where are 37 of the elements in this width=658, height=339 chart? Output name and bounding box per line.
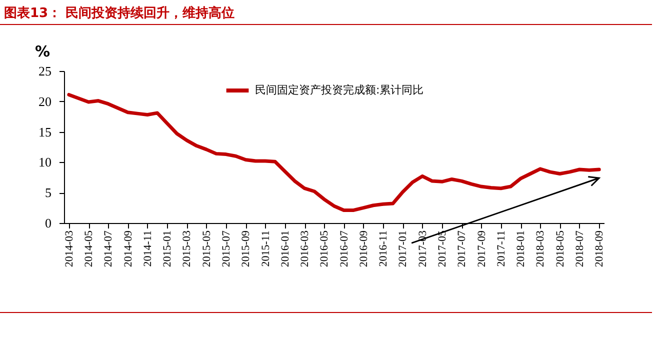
x-tick-label: 2015-09 [240,230,252,268]
x-tick-label: 2017-05 [436,230,448,268]
x-tick-label: 2014-11 [142,230,154,267]
x-tick-label: 2018-03 [534,230,547,268]
x-tick-label: 2015-11 [260,230,272,267]
x-tick-label: 2017-01 [397,230,410,268]
x-tick-label: 2014-03 [63,230,76,268]
legend-label: 民间固定资产投资完成额:累计同比 [255,84,424,96]
y-tick-label: 25 [38,64,52,78]
x-tick-label: 2015-03 [181,230,194,268]
x-tick-label: 2014-09 [122,230,134,268]
y-tick-label: 15 [38,124,52,140]
y-tick-label: 20 [38,94,52,109]
x-tick-label: 2015-05 [200,230,213,268]
x-tick-label: 2017-11 [495,230,508,267]
chart-title: 图表13： 民间投资持续回升，维持高位 [4,4,235,22]
x-tick-label: 2016-01 [279,230,292,268]
x-tick-label: 2016-03 [299,230,312,268]
x-tick-label: 2014-07 [102,230,115,268]
x-tick-label: 2016-05 [318,230,331,268]
x-tick-label: 2015-01 [162,230,174,268]
y-tick-label: 10 [38,154,52,170]
x-tick-label: 2015-07 [220,230,232,268]
x-tick-label: 2018-07 [574,230,586,268]
y-axis-title: % [34,42,50,60]
y-tick-label: 0 [45,216,52,230]
x-tick-label: 2017-09 [476,230,488,268]
x-tick-label: 2014-05 [83,230,96,268]
x-tick-label: 2018-09 [594,230,606,268]
x-tick-label: 2016-11 [378,230,390,267]
x-tick-label: 2016-09 [358,230,370,268]
y-tick-label: 5 [45,185,52,200]
x-tick-label: 2018-05 [554,230,566,268]
x-tick-label: 2017-03 [416,230,429,268]
x-tick-label: 2016-07 [338,230,350,268]
x-tick-label: 2018-01 [515,230,528,268]
x-tick-label: 2017-07 [456,230,468,268]
